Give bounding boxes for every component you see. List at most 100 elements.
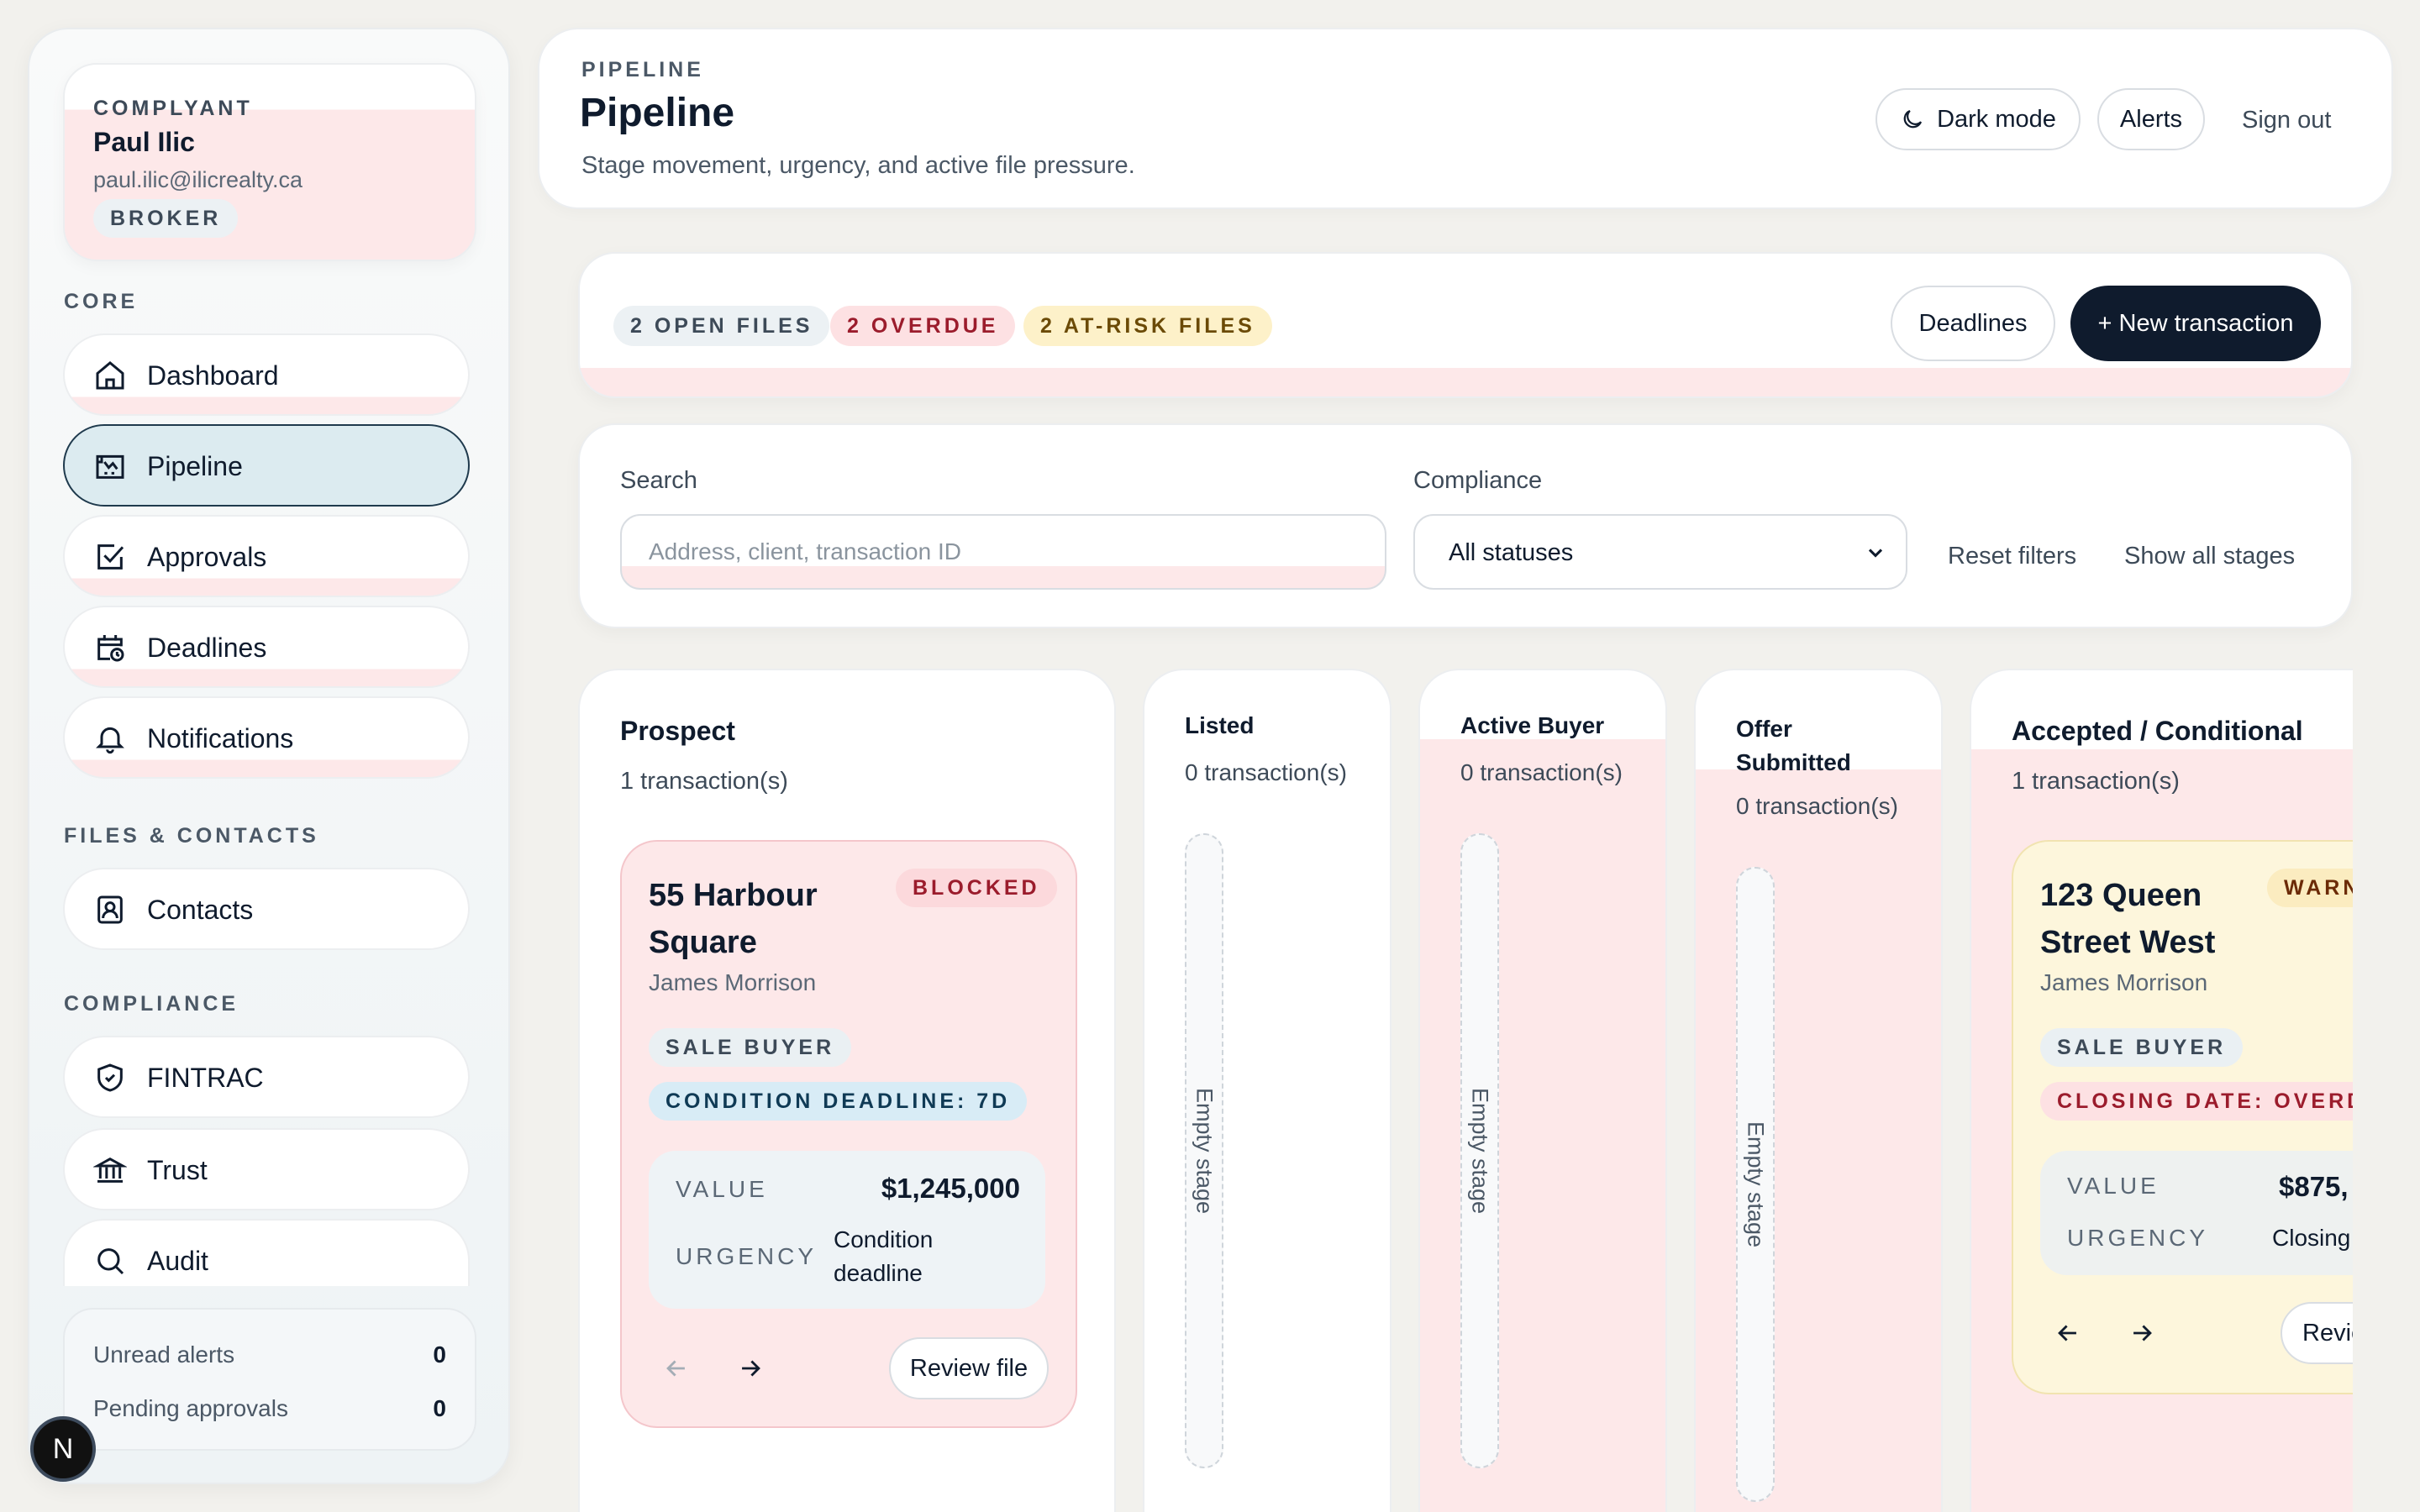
page-header: PIPELINE Pipeline Stage movement, urgenc…: [538, 28, 2393, 209]
stage-column-clip: Accepted / Conditional 1 transaction(s) …: [1970, 669, 2353, 1512]
search-input[interactable]: [622, 516, 1385, 588]
sidebar-item-deadlines[interactable]: Deadlines: [63, 606, 470, 688]
urgency-value: Condition deadline: [834, 1226, 934, 1286]
unread-alerts-count: 0: [433, 1341, 446, 1368]
arrow-left-icon[interactable]: [2054, 1319, 2082, 1347]
stage-count: 0 transaction(s): [1460, 759, 1623, 785]
pending-approvals-row: Pending approvals 0: [93, 1395, 446, 1422]
alerts-button[interactable]: Alerts: [2097, 88, 2205, 150]
arrow-right-icon[interactable]: [2128, 1319, 2156, 1347]
transaction-card[interactable]: 123 Queen Street West WARN James Morriso…: [2012, 840, 2353, 1394]
sidebar-item-audit[interactable]: Audit: [63, 1219, 470, 1286]
sidebar-item-label: Approvals: [147, 542, 267, 572]
section-label-compliance: COMPLIANCE: [64, 992, 239, 1016]
show-all-stages-button[interactable]: Show all stages: [2124, 543, 2296, 570]
role-badge: BROKER: [93, 199, 239, 238]
search-icon: [97, 1248, 124, 1275]
sidebar-item-label: Audit: [147, 1246, 208, 1276]
new-transaction-button[interactable]: + New transaction: [2070, 286, 2321, 361]
sidebar-item-contacts[interactable]: Contacts: [63, 868, 470, 950]
sidebar-item-label: Dashboard: [147, 360, 279, 391]
user-name: Paul Ilic: [93, 127, 195, 157]
section-label-core: CORE: [64, 290, 139, 313]
shield-icon: [97, 1063, 123, 1092]
at-risk-chip: 2 AT-RISK FILES: [1023, 306, 1272, 346]
card-client: James Morrison: [2040, 969, 2208, 995]
review-file-label: Revie: [2302, 1319, 2353, 1347]
empty-stage-label: Empty stage: [1467, 1087, 1493, 1215]
page-subtitle: Stage movement, urgency, and active file…: [581, 152, 1135, 179]
deal-type-tag: SALE BUYER: [2040, 1028, 2244, 1067]
deadlines-button-label: Deadlines: [1918, 309, 2028, 337]
value-amount: $1,245,000: [881, 1173, 1020, 1204]
compliance-label: Compliance: [1413, 467, 1543, 494]
empty-stage-label: Empty stage: [1743, 1121, 1769, 1248]
profile-card: COMPLYANT Paul Ilic paul.ilic@ilicrealty…: [63, 63, 476, 261]
empty-stage-placeholder: Empty stage: [1460, 833, 1499, 1468]
card-address: 55 Harbour Square: [649, 878, 818, 960]
summary-bar: 2 OPEN FILES 2 OVERDUE 2 AT-RISK FILES D…: [578, 252, 2353, 398]
sidebar-item-label: Trust: [147, 1155, 208, 1185]
stage-column-offer-submitted: Offer Submitted 0 transaction(s) Empty s…: [1694, 669, 1943, 1512]
sidebar-item-dashboard[interactable]: Dashboard: [63, 333, 470, 416]
arrow-left-icon[interactable]: [662, 1354, 691, 1383]
stage-title: Active Buyer: [1460, 712, 1605, 738]
stage-column-active-buyer: Active Buyer 0 transaction(s) Empty stag…: [1418, 669, 1667, 1512]
search-field: [620, 514, 1386, 590]
value-amount: $875,: [2279, 1171, 2349, 1202]
review-file-button[interactable]: Review file: [889, 1337, 1049, 1399]
compliance-select[interactable]: All statuses: [1413, 514, 1907, 590]
sidebar-item-notifications[interactable]: Notifications: [63, 696, 470, 779]
empty-stage-placeholder: Empty stage: [1185, 833, 1223, 1468]
status-badge: BLOCKED: [896, 869, 1057, 907]
deadline-tag: CONDITION DEADLINE: 7D: [649, 1082, 1028, 1121]
urgency-value: Closing: [2272, 1225, 2351, 1251]
filters-panel: Search Compliance All statuses Reset fil…: [578, 423, 2353, 628]
sidebar-item-label: Deadlines: [147, 633, 267, 663]
transaction-card[interactable]: 55 Harbour Square BLOCKED James Morrison…: [620, 840, 1077, 1428]
stage-column-prospect: Prospect 1 transaction(s) 55 Harbour Squ…: [578, 669, 1116, 1512]
pending-approvals-label: Pending approvals: [93, 1395, 288, 1421]
deadlines-button[interactable]: Deadlines: [1891, 286, 2055, 361]
sign-out-button[interactable]: Sign out: [2242, 107, 2332, 134]
pipeline-icon: [96, 454, 124, 479]
review-file-button[interactable]: Revie: [2281, 1302, 2353, 1364]
stage-title: Listed: [1185, 712, 1255, 738]
open-files-chip: 2 OPEN FILES: [613, 306, 830, 346]
sidebar-item-pipeline[interactable]: Pipeline: [63, 424, 470, 507]
search-label: Search: [620, 467, 697, 494]
alerts-label: Alerts: [2119, 105, 2183, 133]
dark-mode-button[interactable]: Dark mode: [1876, 88, 2081, 150]
value-label: VALUE: [676, 1176, 768, 1202]
sidebar-item-label: Pipeline: [147, 451, 243, 481]
unread-alerts-label: Unread alerts: [93, 1341, 235, 1368]
arrow-right-icon[interactable]: [736, 1354, 765, 1383]
pending-approvals-count: 0: [433, 1395, 446, 1421]
stage-title: Offer Submitted: [1736, 716, 1851, 775]
sidebar-item-fintrac[interactable]: FINTRAC: [63, 1036, 470, 1118]
moon-icon: [1903, 109, 1923, 129]
urgency-label: URGENCY: [2067, 1225, 2209, 1251]
bell-icon: [96, 727, 124, 754]
review-file-label: Review file: [909, 1354, 1028, 1382]
sidebar-item-trust[interactable]: Trust: [63, 1128, 470, 1210]
dev-badge[interactable]: N: [30, 1416, 96, 1482]
reset-filters-button[interactable]: Reset filters: [1948, 543, 2077, 570]
compliance-select-value: All statuses: [1449, 539, 1574, 566]
user-email: paul.ilic@ilicrealty.ca: [93, 167, 302, 192]
stage-count: 0 transaction(s): [1185, 759, 1347, 785]
deadline-tag: CLOSING DATE: OVERDU: [2040, 1082, 2353, 1121]
deal-type-tag: SALE BUYER: [649, 1028, 852, 1067]
unread-alerts-row: Unread alerts 0: [93, 1341, 446, 1368]
new-transaction-label: + New transaction: [2097, 309, 2294, 337]
stage-count: 0 transaction(s): [1736, 793, 1898, 819]
bank-icon: [93, 1157, 127, 1183]
card-client: James Morrison: [649, 969, 817, 995]
section-label-files: FILES & CONTACTS: [64, 824, 319, 848]
empty-stage-placeholder: Empty stage: [1736, 867, 1775, 1502]
sidebar-item-approvals[interactable]: Approvals: [63, 515, 470, 597]
card-details: VALUE $875, URGENCY Closing: [2040, 1151, 2353, 1275]
contact-card-icon: [97, 895, 123, 924]
sidebar-item-label: Contacts: [147, 895, 254, 925]
stage-count: 1 transaction(s): [620, 768, 788, 795]
